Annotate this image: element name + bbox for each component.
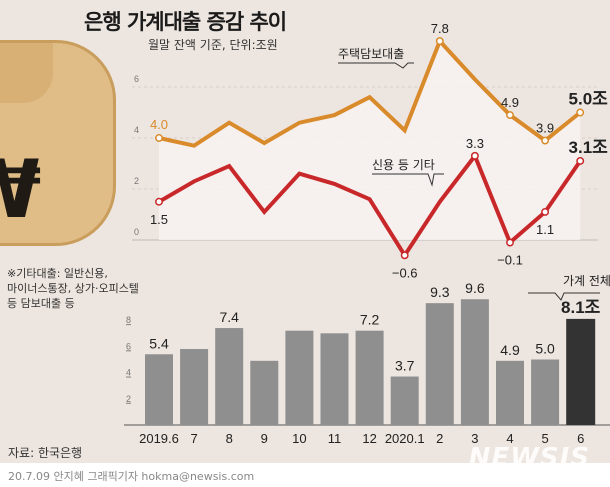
- data-point: [155, 134, 163, 142]
- x-tick-label: 5: [541, 431, 548, 446]
- x-tick-label: 2019.6: [139, 431, 179, 446]
- housing-area: [159, 41, 581, 240]
- footnote-line: 마이너스통장, 상가·오피스텔: [7, 282, 139, 295]
- data-label: 1.5: [150, 212, 168, 227]
- y-tick-label: 6: [134, 74, 139, 84]
- bar-y-tick-label: 8: [126, 315, 131, 325]
- bar-label: 7.2: [360, 312, 380, 328]
- data-point: [435, 37, 444, 46]
- bar: [460, 299, 489, 425]
- bar: [496, 360, 524, 425]
- bar: [180, 349, 209, 425]
- data-point: [541, 136, 550, 145]
- legend-other: 신용 등 기타: [372, 158, 435, 172]
- chart-title: 은행 가계대출 증감 추이: [84, 10, 287, 34]
- bar-label: 3.7: [395, 358, 415, 374]
- x-tick-label: 11: [328, 431, 342, 446]
- footnote: ※기타대출: 일반신용, 마이너스통장, 상가·오피스텔 등 담보대출 등: [7, 266, 139, 311]
- data-label: 3.1조: [569, 138, 609, 157]
- data-label: 4.9: [501, 95, 519, 110]
- bar: [145, 354, 173, 425]
- callout-line: [528, 292, 600, 301]
- bar: [320, 333, 349, 425]
- total-annotation: 가계 전체: [563, 274, 610, 288]
- y-tick-label: 2: [134, 176, 139, 186]
- data-label: 3.9: [536, 121, 554, 136]
- data-point: [506, 238, 514, 247]
- bar: [390, 376, 419, 425]
- data-point: [541, 208, 550, 216]
- y-tick-label: 4: [134, 125, 139, 135]
- bar-y-tick-label: 2: [126, 394, 131, 404]
- data-label: 4.0: [150, 117, 168, 132]
- x-tick-label: 2020.1: [385, 431, 425, 446]
- legend-housing: 주택담보대출: [338, 47, 404, 61]
- source: 자료: 한국은행: [8, 446, 83, 460]
- data-label: −0.1: [497, 253, 523, 268]
- bar: [531, 359, 560, 425]
- bar: [250, 360, 279, 425]
- y-tick-label: 0: [134, 227, 139, 237]
- bar-label: 4.9: [500, 342, 520, 358]
- x-tick-label: 2: [436, 431, 443, 446]
- bar: [566, 318, 596, 425]
- data-point: [576, 108, 585, 117]
- x-tick-label: 6: [577, 431, 584, 446]
- bar: [425, 303, 454, 425]
- bar: [285, 330, 314, 425]
- x-tick-label: 9: [261, 431, 268, 446]
- money-bag-icon: ₩: [0, 40, 116, 246]
- data-label: 7.8: [431, 21, 449, 36]
- data-label: 3.3: [466, 136, 484, 151]
- footer: 20.7.09 안지혜 그래픽기자 hokma@newsis.com: [0, 463, 610, 487]
- data-point: [400, 251, 409, 260]
- callout-line: [372, 173, 444, 187]
- bar-label: 5.0: [535, 341, 555, 357]
- data-point: [506, 111, 514, 120]
- x-tick-label: 3: [471, 431, 478, 446]
- bar-label: 7.4: [219, 309, 239, 325]
- bar-y-tick-label: 6: [126, 341, 131, 351]
- data-label: 5.0조: [569, 90, 609, 109]
- bar: [355, 330, 384, 425]
- bar-label: 9.6: [465, 280, 485, 296]
- bar: [215, 328, 244, 425]
- x-tick-label: 10: [292, 431, 306, 446]
- bar-label: 8.1조: [561, 298, 601, 317]
- data-point: [576, 157, 585, 165]
- credit: 20.7.09 안지혜 그래픽기자 hokma@newsis.com: [8, 470, 255, 483]
- bar-label: 5.4: [149, 335, 169, 351]
- x-tick-label: 7: [190, 431, 197, 446]
- data-label: 1.1: [536, 222, 554, 237]
- bar-label: 9.3: [430, 284, 450, 300]
- data-point: [470, 151, 479, 160]
- footnote-line: ※기타대출: 일반신용,: [7, 267, 108, 280]
- x-tick-label: 4: [506, 431, 513, 446]
- footnote-line: 등 담보대출 등: [7, 297, 75, 310]
- chart-subtitle: 월말 잔액 기준, 단위:조원: [148, 38, 278, 52]
- x-tick-label: 8: [226, 431, 233, 446]
- data-label: −0.6: [392, 265, 418, 280]
- callout-line: [338, 62, 414, 69]
- bar-y-tick-label: 4: [126, 368, 131, 378]
- x-tick-label: 12: [362, 431, 376, 446]
- data-point: [155, 197, 163, 206]
